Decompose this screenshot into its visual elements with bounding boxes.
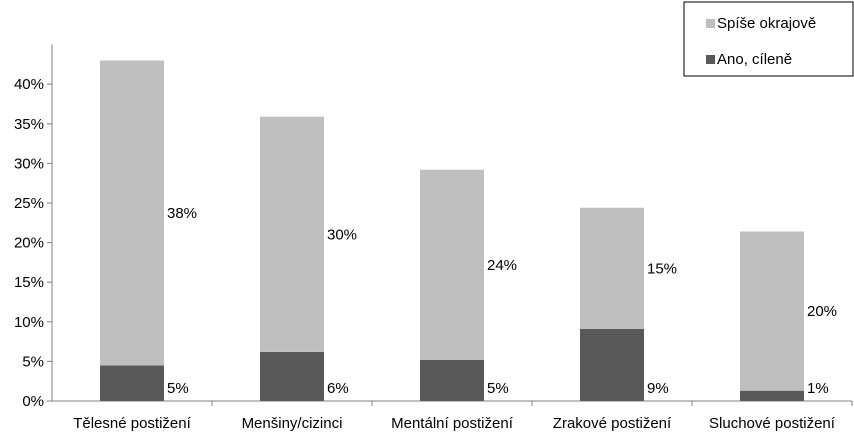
y-tick-label: 10% [14, 314, 44, 331]
y-tick-label: 30% [14, 155, 44, 172]
y-tick-label: 40% [14, 76, 44, 93]
data-label: 5% [487, 380, 509, 397]
x-tick-label: Tělesné postižení [73, 415, 191, 432]
legend-label: Spíše okrajově [717, 15, 816, 32]
y-tick-label: 0% [22, 393, 44, 410]
x-tick-label: Mentální postižení [391, 415, 514, 432]
bar-segment-ano-cilene [100, 365, 164, 401]
legend-swatch [706, 55, 715, 64]
y-tick-label: 35% [14, 116, 44, 133]
data-label: 1% [807, 380, 829, 397]
data-labels: 5% 38% 6% 30% 5% 24% 9% 15% 1% 20% [167, 205, 837, 397]
data-label: 24% [487, 257, 517, 274]
bars [100, 60, 804, 401]
y-tick-label: 20% [14, 235, 44, 252]
x-tick-label: Sluchové postižení [709, 415, 836, 432]
data-label: 9% [647, 380, 669, 397]
x-tick-label: Zrakové postižení [553, 415, 672, 432]
legend-swatch [706, 19, 715, 28]
bar-segment-ano-cilene [420, 359, 484, 401]
x-tick-label: Menšiny/cizinci [242, 415, 343, 432]
data-label: 38% [167, 205, 197, 222]
data-label: 5% [167, 380, 189, 397]
bar-segment-spise-okrajove [580, 207, 644, 329]
bar-segment-spise-okrajove [260, 116, 324, 352]
legend-label: Ano, cíleně [717, 51, 792, 68]
bar-segment-spise-okrajove [100, 60, 164, 366]
bar-segment-ano-cilene [580, 328, 644, 401]
bar-segment-ano-cilene [740, 390, 804, 401]
legend: Spíše okrajově Ano, cíleně [683, 1, 854, 77]
data-label: 20% [807, 303, 837, 320]
y-tick-label: 15% [14, 274, 44, 291]
y-tick-label: 25% [14, 195, 44, 212]
data-label: 6% [327, 380, 349, 397]
bar-segment-ano-cilene [260, 351, 324, 401]
axes: 0% 5% 10% 15% 20% 25% 30% 35% 40% Tělesné postiže… [14, 44, 853, 432]
bar-segment-spise-okrajove [420, 169, 484, 360]
data-label: 15% [647, 260, 677, 277]
data-label: 30% [327, 226, 357, 243]
y-tick-label: 5% [22, 353, 44, 370]
bar-segment-spise-okrajove [740, 231, 804, 391]
